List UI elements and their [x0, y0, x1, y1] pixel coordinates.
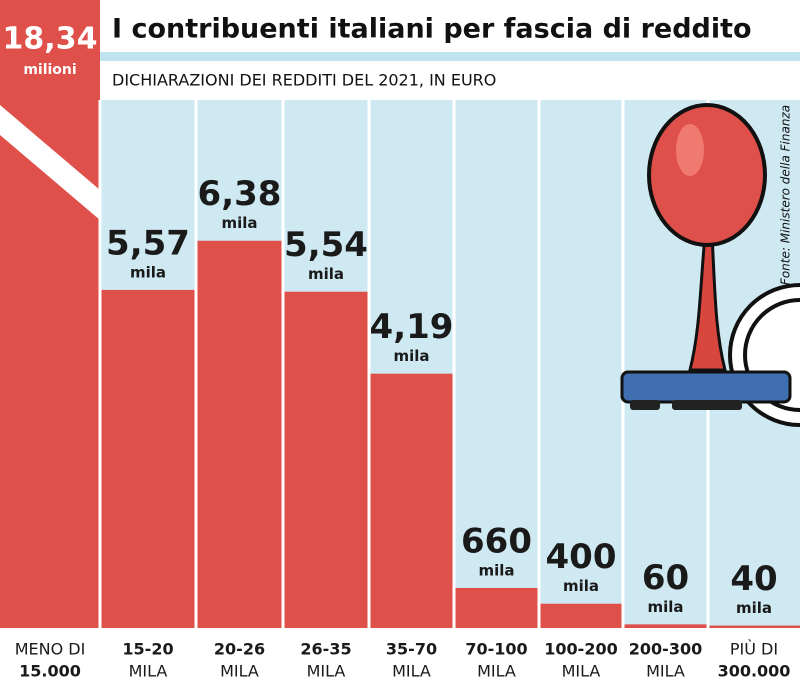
unit-label: mila — [130, 263, 166, 281]
value-label: 6,38 — [198, 174, 282, 214]
value-label: 60 — [642, 558, 689, 598]
stamp — [620, 103, 800, 427]
x-tick-label: MILA — [646, 662, 685, 681]
bar — [0, 0, 100, 628]
value-label: 4,19 — [370, 307, 454, 347]
value-label: 5,54 — [284, 225, 368, 265]
header-rule — [100, 52, 800, 61]
unit-label: mila — [563, 577, 599, 595]
x-tick-label: MILA — [392, 662, 431, 681]
bar — [539, 603, 623, 628]
x-tick-label: 300.000 — [718, 662, 791, 681]
x-tick-label: 15-20 — [122, 640, 173, 659]
unit-label: milioni — [23, 62, 76, 78]
x-tick-label: MILA — [562, 662, 601, 681]
x-tick-label: MILA — [220, 662, 259, 681]
bar — [623, 624, 708, 628]
break-stripe — [0, 105, 100, 220]
x-tick-label: 15.000 — [19, 662, 81, 681]
bar — [196, 240, 283, 628]
x-tick-label: PIÙ DI — [730, 640, 778, 659]
value-label: 18,34 — [3, 22, 98, 57]
value-label: 5,57 — [106, 223, 190, 263]
source-note: Fonte: Ministero della Finanza — [779, 105, 793, 285]
unit-label: mila — [308, 265, 344, 283]
unit-label: mila — [221, 214, 257, 232]
unit-label: mila — [393, 347, 429, 365]
x-tick-label: 200-300 — [629, 640, 702, 659]
unit-label: mila — [647, 598, 683, 616]
bar — [454, 587, 539, 628]
x-tick-label: 26-35 — [300, 640, 351, 659]
x-tick-label: 20-26 — [214, 640, 265, 659]
x-tick-label: 100-200 — [544, 640, 617, 659]
x-tick-label: MILA — [129, 662, 168, 681]
bar — [369, 373, 454, 628]
chart-title: I contribuenti italiani per fascia di re… — [112, 14, 752, 45]
unit-label: mila — [478, 561, 514, 579]
header-band — [100, 0, 800, 100]
value-label: 40 — [730, 559, 777, 599]
bar — [708, 625, 800, 628]
x-tick-label: MENO DI — [15, 640, 86, 659]
x-tick-label: MILA — [477, 662, 516, 681]
unit-label: mila — [736, 599, 772, 617]
value-label: 400 — [546, 537, 617, 577]
bar — [283, 291, 369, 628]
chart-subtitle: DICHIARAZIONI DEI REDDITI DEL 2021, IN E… — [112, 71, 496, 90]
value-label: 660 — [461, 521, 532, 561]
x-tick-label: 35-70 — [386, 640, 437, 659]
x-tick-label: MILA — [307, 662, 346, 681]
bar — [100, 289, 196, 628]
x-tick-label: 70-100 — [465, 640, 527, 659]
